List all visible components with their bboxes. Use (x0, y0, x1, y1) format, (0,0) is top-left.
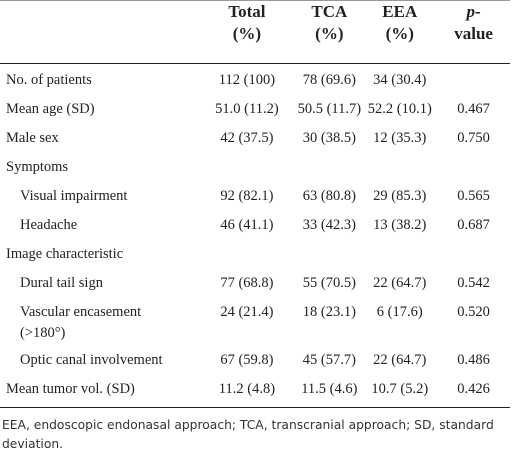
cell: 67 (59.8) (220, 352, 274, 368)
cell: 45 (57.7) (302, 352, 356, 368)
table-row: No. of patients 112 (100) 78 (69.6) 34 (30.… (0, 64, 510, 94)
header-row: Total (%) TCA (%) EEA (%) p-value (0, 0, 510, 64)
cell: 0.520 (457, 304, 490, 320)
cell: 46 (41.1) (220, 217, 274, 233)
footnote: EEA, endoscopic endonasal approach; TCA,… (2, 418, 494, 451)
cell: 11.2 (4.8) (197, 373, 297, 408)
header-line: EEA (382, 2, 418, 21)
cell: 52.2 (10.1) (367, 101, 432, 117)
row-label: Image characteristic (6, 246, 124, 262)
cell: 10.7 (5.2) (362, 373, 438, 408)
cell: 112 (100) (218, 72, 276, 88)
table-row: Dural tail sign 77 (68.8) 55 (70.5) 22 (64.… (0, 267, 510, 296)
cell: 6 (17.6) (376, 304, 423, 320)
header-line: (%) (385, 24, 414, 43)
header-cell: EEA (%) (362, 0, 438, 64)
row-label: Visual impairment (20, 188, 128, 204)
cell: 0.565 (457, 188, 490, 204)
table-row: Mean tumor vol. (SD) 11.2 (4.8) 11.5 (4.6)… (0, 373, 510, 408)
cell: 0.467 (457, 101, 490, 117)
cell: 0.542 (457, 275, 490, 291)
row-label: Optic canal involvement (20, 352, 163, 368)
cell: 51.0 (11.2) (215, 101, 279, 117)
table-row: Headache 46 (41.1) 33 (42.3) 13 (38.2) 0.687 (0, 209, 510, 238)
header-line: p- (466, 2, 481, 21)
table-row: Mean age (SD) 51.0 (11.2) 50.5 (11.7) 52.2 … (0, 93, 510, 122)
cell: 50.5 (11.7) (297, 101, 362, 117)
row-label: Headache (20, 217, 78, 233)
cell: 34 (30.4) (373, 72, 427, 88)
row-label: Symptoms (6, 159, 69, 175)
table-row: Image characteristic (0, 238, 510, 267)
cell: 0.687 (457, 217, 490, 233)
row-label: Vascular encasement (>180°) (20, 304, 142, 341)
cell: 42 (37.5) (220, 130, 274, 146)
cell: 18 (23.1) (302, 304, 356, 320)
header-cell: Total (%) (197, 0, 297, 64)
cell: 29 (85.3) (373, 188, 427, 204)
table-row: Optic canal involvement 67 (59.8) 45 (57.7… (0, 344, 510, 373)
cell: 30 (38.5) (302, 130, 356, 146)
cell: 22 (64.7) (373, 352, 427, 368)
row-label: Mean age (SD) (6, 101, 95, 117)
cell: 13 (38.2) (373, 217, 427, 233)
cell: 63 (80.8) (302, 188, 356, 204)
cell: 24 (21.4) (220, 304, 274, 320)
row-label: No. of patients (6, 72, 92, 88)
row-label: Mean tumor vol. (SD) (0, 373, 198, 408)
cell: 0.750 (457, 130, 490, 146)
cell: 11.5 (4.6) (296, 373, 363, 408)
row-label: Male sex (6, 130, 59, 146)
header-line: (%) (232, 24, 262, 43)
data-table: Total (%) TCA (%) EEA (%) p-value No. of patie… (0, 0, 510, 408)
table-row: Vascular encasement (>180°) 24 (21.4) 18 (… (0, 296, 510, 344)
cell: 77 (68.8) (220, 275, 274, 291)
cell: 33 (42.3) (302, 217, 356, 233)
cell: 12 (35.3) (373, 130, 427, 146)
header-cell: p-value (437, 0, 510, 64)
cell: 78 (69.6) (302, 72, 356, 88)
header-cell: TCA (%) (296, 0, 363, 64)
cell: 0.426 (437, 373, 510, 408)
cell: 22 (64.7) (373, 275, 427, 291)
table-row: Visual impairment 92 (82.1) 63 (80.8) 29 (8… (0, 180, 510, 209)
cell: 0.486 (457, 352, 490, 368)
row-label: Dural tail sign (20, 275, 103, 291)
header-blank (0, 0, 198, 64)
cell: 55 (70.5) (302, 275, 356, 291)
cell: 92 (82.1) (220, 188, 274, 204)
header-line: Total (228, 2, 266, 21)
header-line: value (454, 24, 493, 43)
header-line: TCA (311, 2, 348, 21)
header-line: (%) (315, 24, 344, 43)
table-row: Male sex 42 (37.5) 30 (38.5) 12 (35.3) 0.750 (0, 122, 510, 151)
table-row: Symptoms (0, 151, 510, 180)
